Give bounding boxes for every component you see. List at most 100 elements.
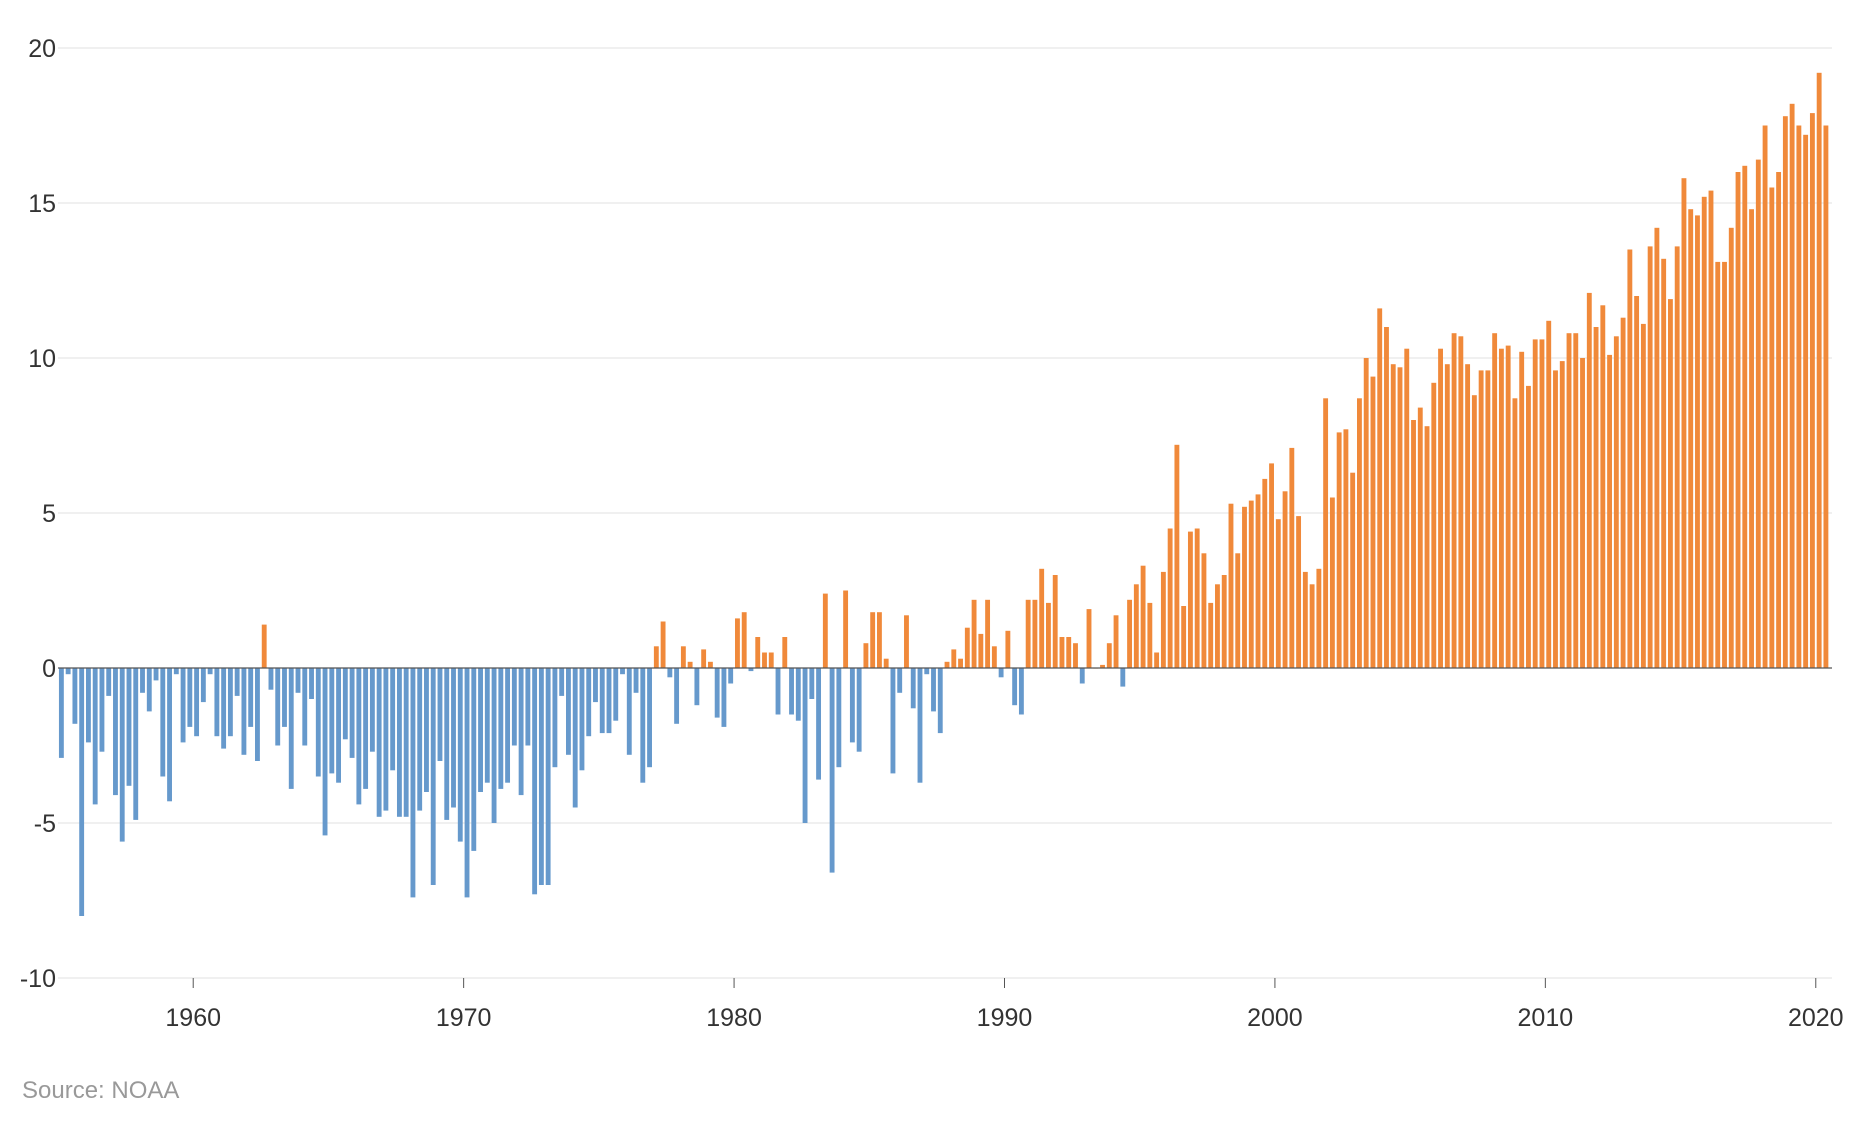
bar bbox=[707, 661, 713, 668]
bar bbox=[437, 668, 443, 761]
bar bbox=[1377, 308, 1383, 668]
bar bbox=[775, 668, 781, 715]
bar bbox=[376, 668, 382, 817]
bars bbox=[58, 72, 1829, 916]
bar bbox=[1262, 478, 1268, 668]
bar bbox=[1384, 327, 1389, 668]
bar bbox=[1809, 113, 1815, 669]
bar bbox=[795, 668, 801, 721]
bar bbox=[937, 668, 943, 734]
bar bbox=[572, 668, 578, 808]
bar bbox=[173, 668, 179, 675]
bar bbox=[167, 668, 172, 802]
bar bbox=[863, 643, 869, 668]
bar bbox=[282, 668, 287, 727]
bar bbox=[735, 618, 740, 668]
bar bbox=[58, 668, 64, 758]
bar bbox=[1397, 367, 1403, 668]
bar bbox=[822, 593, 828, 668]
bar bbox=[1113, 615, 1119, 668]
bar bbox=[1066, 637, 1072, 668]
bar bbox=[1654, 227, 1660, 669]
bar bbox=[897, 668, 903, 693]
bar bbox=[498, 668, 504, 789]
bar bbox=[660, 621, 666, 668]
bar bbox=[1559, 361, 1565, 668]
bar bbox=[363, 668, 369, 789]
bar bbox=[356, 668, 362, 805]
bar bbox=[924, 668, 930, 675]
bar bbox=[870, 612, 876, 668]
bar bbox=[1248, 500, 1254, 668]
bar bbox=[1269, 463, 1274, 668]
bar bbox=[1600, 305, 1606, 668]
bar bbox=[1350, 472, 1356, 668]
bar bbox=[221, 668, 227, 749]
bar bbox=[1593, 327, 1599, 668]
bar bbox=[1167, 528, 1173, 668]
bar bbox=[829, 668, 835, 873]
bar bbox=[430, 668, 436, 885]
bar bbox=[268, 668, 274, 690]
bar bbox=[1749, 209, 1754, 668]
bar bbox=[843, 590, 849, 668]
bar bbox=[1309, 584, 1315, 668]
bar bbox=[505, 668, 511, 783]
bar bbox=[1154, 652, 1160, 668]
bar bbox=[883, 658, 889, 668]
y-tick-label: -5 bbox=[34, 810, 56, 838]
x-tick-label: 2010 bbox=[1518, 1004, 1574, 1032]
x-tick-label: 2020 bbox=[1788, 1004, 1844, 1032]
bar bbox=[1823, 125, 1829, 668]
bar bbox=[302, 668, 308, 746]
bar bbox=[1127, 599, 1132, 668]
bar bbox=[1438, 348, 1443, 668]
bar bbox=[1526, 385, 1531, 668]
bar bbox=[417, 668, 423, 811]
bar bbox=[1160, 571, 1166, 668]
bar bbox=[1431, 382, 1437, 668]
bar bbox=[322, 668, 328, 836]
y-axis: 20 15 10 5 0 -5 -10 bbox=[20, 35, 56, 993]
bar bbox=[579, 668, 585, 771]
bar bbox=[1695, 215, 1700, 668]
x-tick-label: 1980 bbox=[706, 1004, 762, 1032]
bar bbox=[194, 668, 200, 737]
bar bbox=[349, 668, 355, 758]
bar bbox=[640, 668, 646, 783]
y-tick-label: 15 bbox=[28, 190, 56, 218]
y-tick-label: 5 bbox=[42, 500, 56, 528]
bar bbox=[275, 668, 281, 746]
bar bbox=[1404, 348, 1410, 668]
bar bbox=[931, 668, 936, 712]
bar bbox=[680, 646, 686, 668]
bar bbox=[126, 668, 132, 786]
y-tick-label: -10 bbox=[20, 965, 56, 993]
bar bbox=[261, 624, 267, 668]
bar bbox=[1255, 494, 1261, 668]
bar bbox=[1025, 599, 1031, 668]
bar bbox=[1147, 602, 1153, 668]
bar bbox=[491, 668, 497, 823]
bar bbox=[978, 633, 984, 668]
bar bbox=[1390, 364, 1396, 668]
bar bbox=[146, 668, 152, 712]
bar bbox=[1208, 602, 1214, 668]
bar bbox=[1755, 159, 1761, 668]
bar bbox=[998, 668, 1004, 678]
bar bbox=[1451, 333, 1457, 668]
bar bbox=[890, 668, 896, 774]
bar bbox=[944, 661, 950, 668]
bar bbox=[1688, 209, 1694, 668]
bar bbox=[471, 668, 477, 851]
bar bbox=[910, 668, 916, 709]
bar bbox=[1316, 568, 1322, 668]
bar bbox=[1005, 630, 1011, 668]
bar bbox=[248, 668, 254, 727]
bar bbox=[1458, 336, 1464, 668]
bar bbox=[566, 668, 571, 755]
bar bbox=[633, 668, 639, 693]
bar bbox=[72, 668, 78, 724]
bar bbox=[694, 668, 700, 706]
bar bbox=[904, 615, 909, 668]
